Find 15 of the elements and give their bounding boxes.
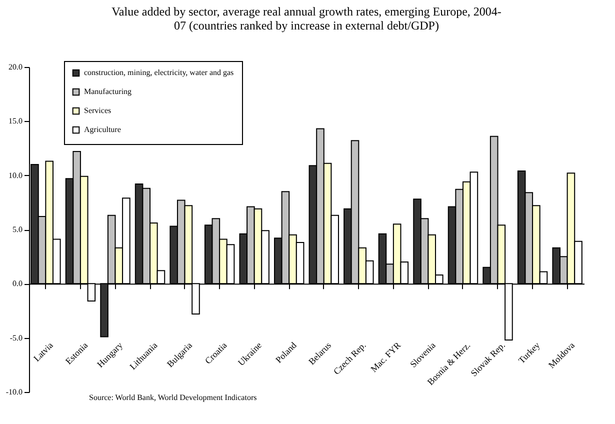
y-tick-label: -5.0: [10, 333, 22, 342]
y-tick-label: 10.0: [8, 170, 22, 180]
legend-label: Manufacturing: [84, 87, 132, 96]
source-note: Source: World Bank, World Development Indicators: [89, 393, 257, 402]
text: 07 (countries ranked by increase in external debt/GDP): [174, 18, 439, 32]
y-tick-label: 0.0: [12, 279, 22, 288]
x-tick-label: Mac. FYR: [368, 340, 403, 374]
legend-label: Services: [84, 106, 112, 115]
legend-label: construction, mining, electricity, water and gas: [84, 68, 234, 77]
y-tick-label: -10.0: [6, 388, 22, 396]
y-tick-label: 15.0: [8, 116, 22, 126]
legend-label: Agriculture: [84, 125, 122, 134]
y-tick-label: 20.0: [8, 62, 22, 72]
y-tick-label: 5.0: [12, 225, 22, 234]
text: Value added by sector, average real annual growth rates, emerging Europe, 2004-: [112, 4, 502, 18]
